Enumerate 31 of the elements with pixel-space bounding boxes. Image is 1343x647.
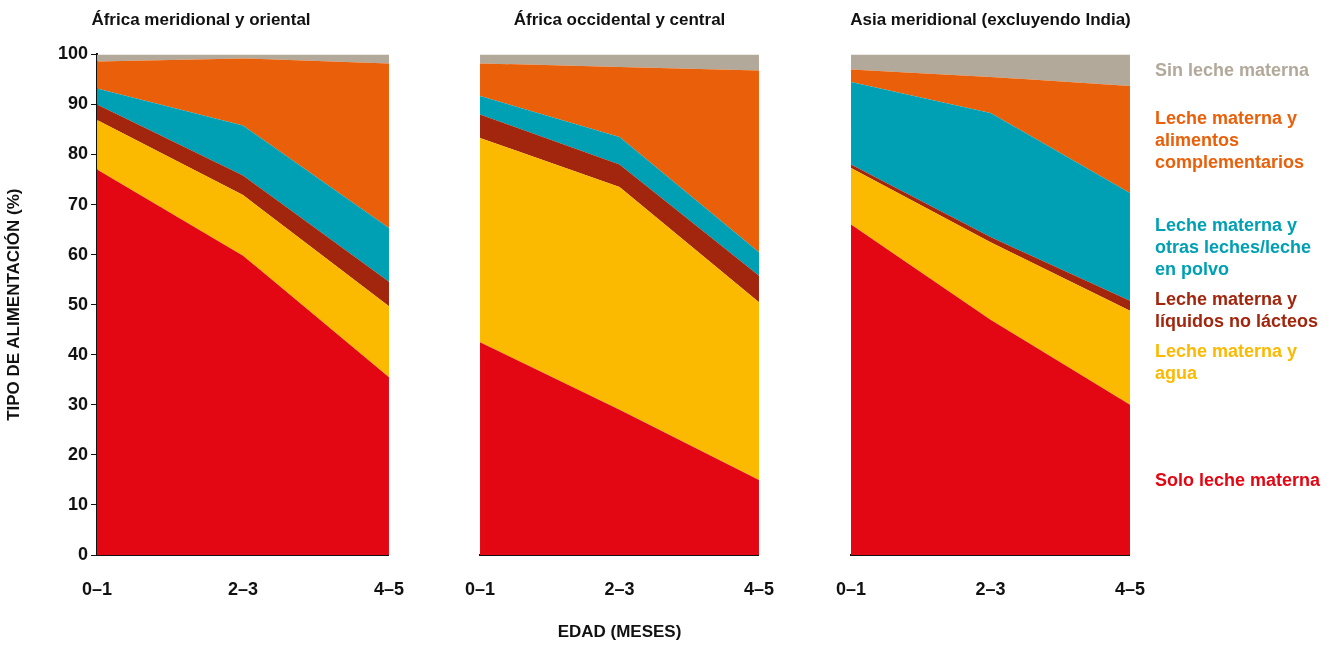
y-tick-label: 80 xyxy=(67,143,88,164)
y-tick-label: 0 xyxy=(77,543,88,564)
x-tick-label: 4–5 xyxy=(1114,578,1146,599)
y-tick-label: 10 xyxy=(67,493,88,514)
y-tick-label: 20 xyxy=(67,443,88,464)
series-label: Solo leche materna xyxy=(1154,468,1322,491)
x-tick-label: 2–3 xyxy=(227,578,259,599)
x-tick-label: 2–3 xyxy=(975,578,1006,599)
x-tick-label: 0–1 xyxy=(464,578,496,599)
series-label: Leche materna y otras leches/leche en polvo xyxy=(1154,213,1313,280)
y-tick-label: 100 xyxy=(57,43,88,64)
x-tick-label: 2–3 xyxy=(604,578,635,599)
x-tick-label: 0–1 xyxy=(835,578,867,599)
series-label: Leche materna y alimentos complementarios xyxy=(1154,106,1305,173)
y-tick-label: 30 xyxy=(67,393,88,414)
series-label: Leche materna y agua xyxy=(1154,339,1299,384)
y-tick-label: 70 xyxy=(67,193,88,214)
x-axis-title: EDAD (MESES) xyxy=(557,622,682,642)
chart-title: África occidental y central xyxy=(513,9,726,29)
chart-title: Asia meridional (excluyendo India) xyxy=(850,9,1131,29)
y-tick-label: 50 xyxy=(67,293,88,314)
series-label: Leche materna y líquidos no lácteos xyxy=(1154,287,1319,332)
x-tick-label: 4–5 xyxy=(743,578,775,599)
series-label: Sin leche materna xyxy=(1154,59,1311,82)
y-tick-label: 40 xyxy=(67,343,88,364)
y-axis-title: TIPO DE ALIMENTACIÓN (%) xyxy=(3,188,23,421)
y-tick-label: 90 xyxy=(67,93,88,114)
chart-title: África meridional y oriental xyxy=(91,9,311,29)
y-tick-label: 60 xyxy=(67,243,88,264)
x-tick-label: 4–5 xyxy=(373,578,405,599)
x-tick-label: 0–1 xyxy=(81,578,113,599)
